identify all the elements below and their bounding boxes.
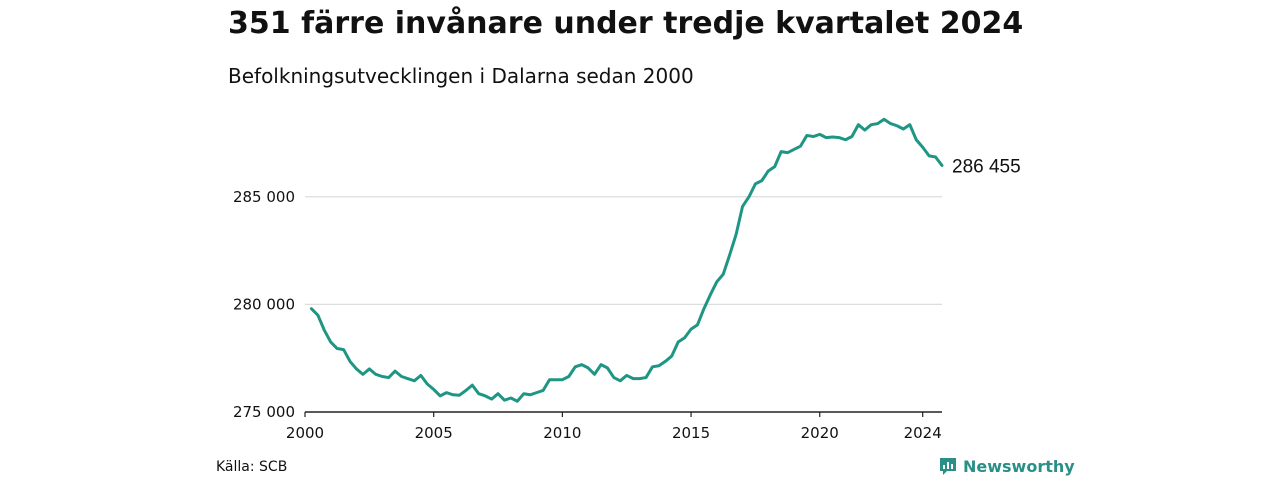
x-tick-label: 2010 bbox=[543, 424, 581, 442]
y-tick-label: 285 000 bbox=[233, 188, 295, 206]
y-tick-label: 275 000 bbox=[233, 403, 295, 421]
x-tick-label: 2024 bbox=[904, 424, 942, 442]
series-line bbox=[309, 117, 944, 403]
chart-subtitle: Befolkningsutvecklingen i Dalarna sedan … bbox=[228, 64, 694, 88]
x-tick-label: 2005 bbox=[415, 424, 453, 442]
x-tick-label: 2015 bbox=[672, 424, 710, 442]
x-tick-label: 2000 bbox=[286, 424, 324, 442]
chart-title: 351 färre invånare under tredje kvartale… bbox=[228, 6, 1024, 41]
brand-logo[interactable]: Newsworthy bbox=[938, 456, 1075, 476]
end-value-label: 286 455 bbox=[952, 156, 1021, 177]
y-tick-label: 280 000 bbox=[233, 295, 295, 313]
newsworthy-logo-icon bbox=[940, 458, 956, 475]
brand-name: Newsworthy bbox=[963, 456, 1075, 476]
x-tick-label: 2020 bbox=[801, 424, 839, 442]
source-note: Källa: SCB bbox=[216, 459, 288, 475]
